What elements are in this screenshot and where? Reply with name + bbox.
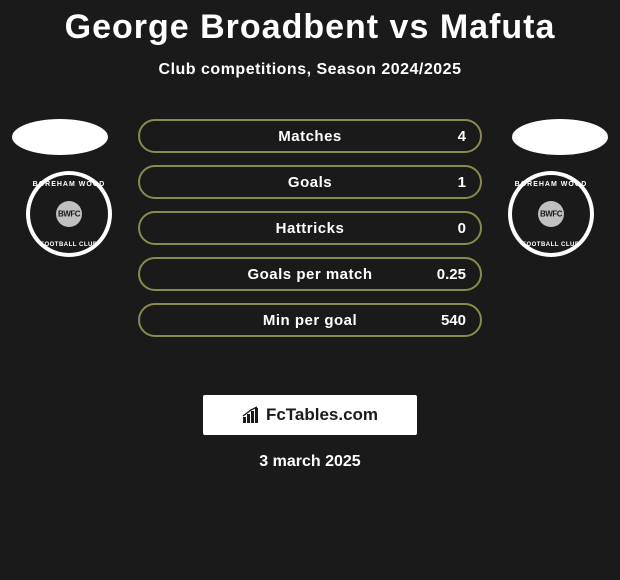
brand-box[interactable]: FcTables.com: [203, 395, 417, 435]
stat-label: Min per goal: [263, 312, 357, 329]
badge-text-bottom: FOOTBALL CLUB: [522, 242, 579, 248]
stat-label: Goals: [288, 174, 332, 191]
stat-row: Matches 4: [138, 119, 482, 153]
stat-label: Goals per match: [247, 266, 372, 283]
stat-row: Goals 1: [138, 165, 482, 199]
badge-abbrev: BWFC: [540, 210, 562, 219]
club-badge-right: BOREHAM WOOD BWFC FOOTBALL CLUB: [508, 171, 594, 257]
stats-table: Matches 4 Goals 1 Hattricks 0 Goals per …: [138, 119, 482, 349]
stat-value-right: 4: [458, 128, 466, 145]
stat-row: Hattricks 0: [138, 211, 482, 245]
stat-row: Min per goal 540: [138, 303, 482, 337]
badge-text-bottom: FOOTBALL CLUB: [40, 242, 97, 248]
stat-value-right: 0: [458, 220, 466, 237]
comparison-content: BOREHAM WOOD BWFC FOOTBALL CLUB BOREHAM …: [0, 119, 620, 379]
badge-ball-icon: BWFC: [538, 201, 564, 227]
bar-chart-icon: [242, 406, 260, 424]
stat-value-right: 0.25: [437, 266, 466, 283]
stat-row: Goals per match 0.25: [138, 257, 482, 291]
stat-label: Hattricks: [276, 220, 345, 237]
player-left-avatar-placeholder: [12, 119, 108, 155]
badge-ball-icon: BWFC: [56, 201, 82, 227]
club-badge-left: BOREHAM WOOD BWFC FOOTBALL CLUB: [26, 171, 112, 257]
stat-value-right: 540: [441, 312, 466, 329]
badge-abbrev: BWFC: [58, 210, 80, 219]
badge-text-top: BOREHAM WOOD: [515, 181, 588, 188]
page-title: George Broadbent vs Mafuta: [0, 0, 620, 47]
stat-label: Matches: [278, 128, 342, 145]
stat-value-right: 1: [458, 174, 466, 191]
subtitle: Club competitions, Season 2024/2025: [0, 61, 620, 79]
footer-date: 3 march 2025: [0, 453, 620, 471]
player-right-avatar-placeholder: [512, 119, 608, 155]
badge-text-top: BOREHAM WOOD: [33, 181, 106, 188]
brand-label: FcTables.com: [266, 405, 378, 425]
